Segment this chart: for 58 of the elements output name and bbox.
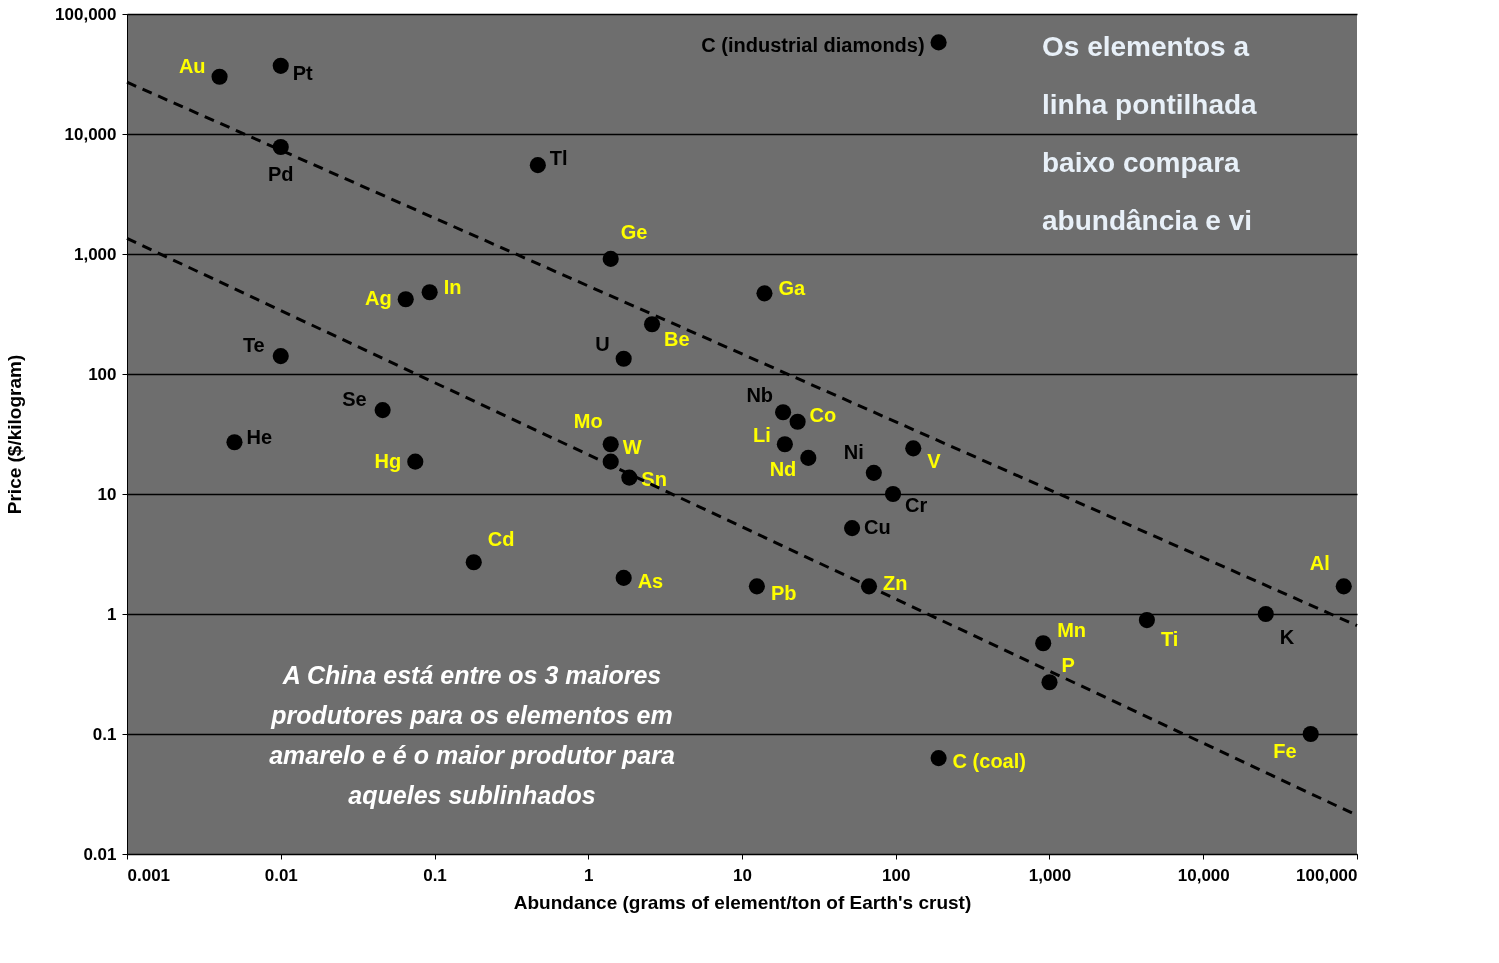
data-label: Pt — [292, 61, 314, 84]
data-label: Fe — [1273, 740, 1297, 762]
annotation: A China está entre os 3 maiores produtores para os elementos em amarelo e é o maior produtor para aqueles sublinhados — [269, 661, 675, 809]
x-tick-label: 10 — [733, 865, 752, 885]
x-tick-label: 1 — [584, 865, 594, 885]
data-label: C (coal) — [952, 750, 1026, 773]
x-tick-label: 100,000 — [1296, 865, 1358, 885]
data-label: Zn — [883, 572, 908, 595]
data-label: Al — [1309, 552, 1330, 575]
data-label: Cu — [864, 516, 891, 539]
x-tick-label: 10,000 — [1177, 865, 1230, 885]
data-label: Nd — [769, 457, 797, 480]
x-tick-label: 0.01 — [264, 865, 298, 885]
data-label: In — [443, 276, 462, 299]
y-tick-label: 1,000 — [73, 244, 117, 264]
data-label: Ti — [1160, 628, 1179, 651]
data-label: Pd — [267, 162, 294, 185]
data-label: K — [1279, 626, 1295, 648]
data-label: Cd — [487, 528, 515, 551]
y-tick-label: 10,000 — [64, 124, 117, 144]
data-label: Cr — [905, 494, 928, 516]
data-label: Be — [664, 328, 690, 351]
data-label: Sn — [641, 467, 667, 490]
data-label: Te — [242, 334, 265, 357]
data-label: He — [246, 426, 273, 449]
y-tick-label: 10 — [97, 484, 117, 504]
y-tick-label: 1 — [107, 604, 117, 624]
data-label: Hg — [374, 449, 402, 472]
data-label: Mn — [1057, 619, 1087, 642]
data-label: Pb — [770, 582, 797, 605]
data-label: Ag — [365, 287, 392, 310]
data-label: Mo — [573, 410, 603, 433]
data-label: As — [637, 569, 664, 592]
data-label: Nb — [746, 384, 774, 407]
data-label: U — [595, 332, 610, 355]
x-axis-title: Abundance (grams of element/ton of Earth's crust) — [513, 891, 972, 913]
x-tick-label: 0.001 — [127, 865, 171, 885]
y-tick-label: 0.1 — [92, 724, 117, 744]
data-label: Tl — [549, 147, 568, 170]
data-label: Se — [342, 388, 367, 411]
data-label: P — [1061, 654, 1075, 677]
y-tick-label: 100,000 — [55, 4, 117, 24]
data-label: Co — [809, 403, 837, 426]
y-tick-label: 100 — [88, 364, 117, 384]
x-tick-label: 1,000 — [1028, 865, 1072, 885]
data-label: Ga — [778, 277, 807, 300]
x-tick-label: 0.1 — [423, 865, 447, 885]
x-tick-label: 100 — [882, 865, 911, 885]
data-label: Ni — [843, 440, 864, 463]
data-label: V — [927, 450, 942, 473]
data-label: Ge — [620, 220, 648, 243]
data-label: Li — [753, 424, 771, 447]
y-axis-title: Price ($/kilogram) — [4, 354, 26, 515]
data-label: Au — [178, 54, 206, 77]
data-label: W — [622, 435, 642, 458]
data-label: C (industrial diamonds) — [701, 34, 925, 57]
annotation: Os elementos a linha pontilhada baixo compara abundância e vi — [1042, 31, 1258, 236]
y-tick-label: 0.01 — [83, 844, 117, 864]
